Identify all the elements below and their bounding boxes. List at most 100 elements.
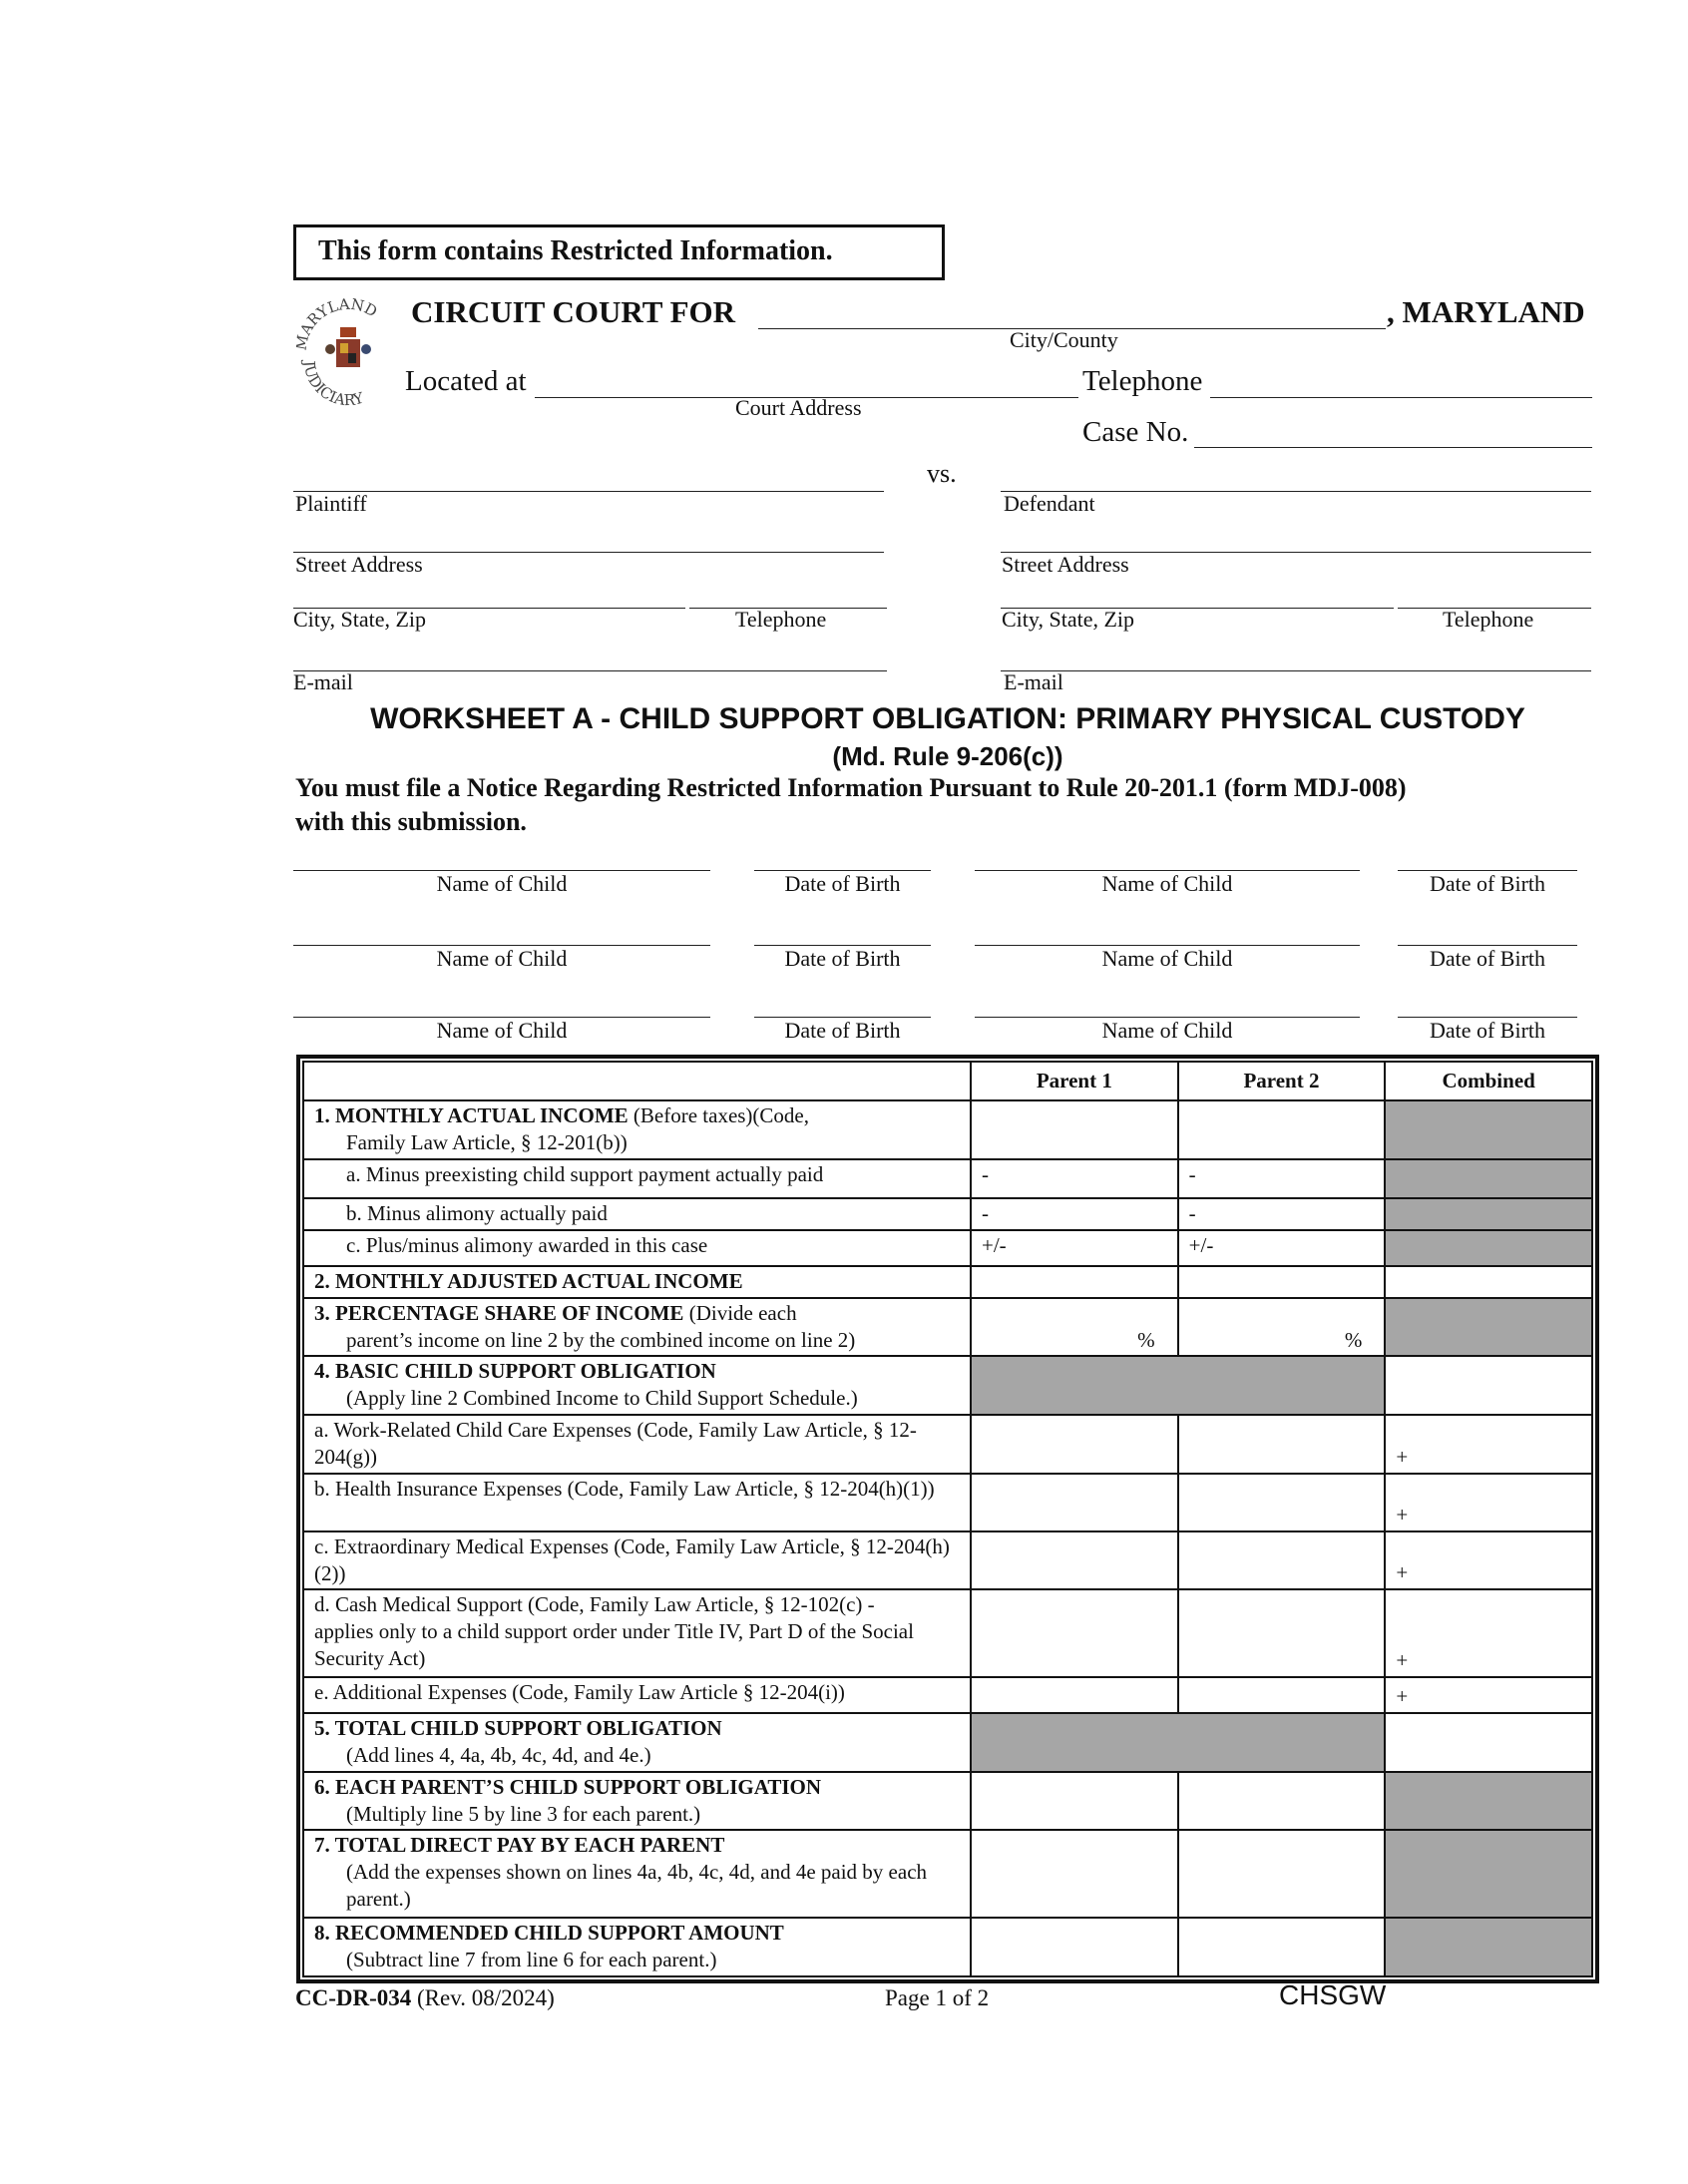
defendant-email-label: E-mail bbox=[1004, 669, 1063, 694]
combined-cell[interactable] bbox=[1384, 1265, 1593, 1299]
page-number: Page 1 of 2 bbox=[885, 1985, 990, 2010]
combined-shaded-cell bbox=[1384, 1158, 1593, 1199]
child-name-field[interactable] bbox=[975, 1017, 1360, 1018]
court-telephone-field[interactable] bbox=[1210, 397, 1592, 398]
maryland-label: , MARYLAND bbox=[1387, 294, 1585, 329]
child-dob-field[interactable] bbox=[754, 870, 931, 871]
combined-cell[interactable]: + bbox=[1384, 1414, 1593, 1475]
parent1-cell[interactable] bbox=[970, 1829, 1179, 1919]
defendant-street-field[interactable] bbox=[1001, 552, 1591, 553]
defendant-field[interactable] bbox=[1001, 491, 1591, 492]
court-telephone-label: Telephone bbox=[1082, 365, 1203, 397]
parent1-cell[interactable] bbox=[970, 1473, 1179, 1532]
row-label: 4. BASIC CHILD SUPPORT OBLIGATION (Apply … bbox=[302, 1355, 972, 1416]
parent1-cell[interactable] bbox=[970, 1771, 1179, 1831]
vs-label: vs. bbox=[927, 459, 957, 488]
court-address-field[interactable] bbox=[535, 397, 1078, 398]
parent1-cell[interactable] bbox=[970, 1676, 1179, 1714]
case-no-field[interactable] bbox=[1194, 447, 1592, 448]
plaintiff-label: Plaintiff bbox=[295, 491, 367, 516]
header-parent-2: Parent 2 bbox=[1176, 1061, 1387, 1101]
worksheet-rule: (Md. Rule 9-206(c)) bbox=[832, 741, 1063, 771]
parent1-cell[interactable] bbox=[970, 1917, 1179, 1977]
parent2-cell[interactable]: - bbox=[1176, 1158, 1387, 1199]
parent1-cell[interactable] bbox=[970, 1530, 1179, 1590]
city-county-field[interactable] bbox=[758, 328, 1386, 329]
child-dob-label: Date of Birth bbox=[784, 946, 901, 971]
row-label: 2. MONTHLY ADJUSTED ACTUAL INCOME bbox=[302, 1265, 972, 1299]
defendant-email-field[interactable] bbox=[1001, 670, 1591, 671]
parent2-cell[interactable] bbox=[1176, 1265, 1387, 1299]
combined-cell[interactable]: + bbox=[1384, 1676, 1593, 1714]
parent1-cell[interactable] bbox=[970, 1099, 1179, 1160]
parent1-cell[interactable]: +/- bbox=[970, 1229, 1179, 1267]
combined-shaded-cell bbox=[1384, 1197, 1593, 1231]
form-id: CC-DR-034 (Rev. 08/2024) bbox=[295, 1985, 555, 2010]
parent1-cell[interactable] bbox=[970, 1588, 1179, 1678]
plaintiff-email-label: E-mail bbox=[293, 669, 353, 694]
plaintiff-telephone-label: Telephone bbox=[735, 607, 827, 632]
combined-cell[interactable] bbox=[1384, 1355, 1593, 1416]
child-dob-label: Date of Birth bbox=[784, 871, 901, 896]
parent2-cell[interactable] bbox=[1176, 1473, 1387, 1532]
plaintiff-street-field[interactable] bbox=[293, 552, 884, 553]
row-4d: d. Cash Medical Support (Code, Family La… bbox=[302, 1588, 1593, 1678]
child-name-field[interactable] bbox=[975, 870, 1360, 871]
parents-shaded-cell bbox=[969, 1355, 1387, 1416]
parent2-cell[interactable]: - bbox=[1176, 1197, 1387, 1231]
row-label: b. Minus alimony actually paid bbox=[302, 1197, 972, 1231]
worksheet-title: WORKSHEET A - CHILD SUPPORT OBLIGATION: … bbox=[370, 702, 1525, 735]
child-dob-field[interactable] bbox=[1398, 945, 1577, 946]
combined-cell[interactable]: + bbox=[1384, 1588, 1593, 1678]
row-label: d. Cash Medical Support (Code, Family La… bbox=[302, 1588, 972, 1678]
child-dob-field[interactable] bbox=[1398, 1017, 1577, 1018]
child-name-field[interactable] bbox=[293, 945, 710, 946]
parent1-cell[interactable]: % bbox=[970, 1297, 1179, 1357]
combined-cell[interactable] bbox=[1384, 1712, 1593, 1773]
plaintiff-email-field[interactable] bbox=[293, 670, 887, 671]
parent1-cell[interactable]: - bbox=[970, 1197, 1179, 1231]
defendant-telephone-field[interactable] bbox=[1398, 608, 1591, 609]
parent1-cell[interactable] bbox=[970, 1265, 1179, 1299]
parent2-cell[interactable] bbox=[1176, 1530, 1387, 1590]
parent2-cell[interactable] bbox=[1176, 1917, 1387, 1977]
child-name-field[interactable] bbox=[975, 945, 1360, 946]
row-4-basic-obligation: 4. BASIC CHILD SUPPORT OBLIGATION (Apply … bbox=[302, 1355, 1593, 1416]
row-label: c. Plus/minus alimony awarded in this ca… bbox=[302, 1229, 972, 1267]
parent2-cell[interactable] bbox=[1176, 1099, 1387, 1160]
combined-cell[interactable]: + bbox=[1384, 1473, 1593, 1532]
child-dob-label: Date of Birth bbox=[784, 1018, 901, 1043]
parent2-cell[interactable] bbox=[1176, 1414, 1387, 1475]
row-label: a. Work-Related Child Care Expenses (Cod… bbox=[302, 1414, 972, 1475]
worksheet-table: Parent 1 Parent 2 Combined 1. MONTHLY AC… bbox=[296, 1055, 1599, 1983]
child-name-label: Name of Child bbox=[1101, 946, 1233, 971]
child-name-field[interactable] bbox=[293, 870, 710, 871]
notice-line-1: You must file a Notice Regarding Restric… bbox=[295, 773, 1407, 802]
child-dob-field[interactable] bbox=[1398, 870, 1577, 871]
parent1-cell[interactable] bbox=[970, 1414, 1179, 1475]
parent1-cell[interactable]: - bbox=[970, 1158, 1179, 1199]
case-no-label: Case No. bbox=[1082, 416, 1189, 448]
child-name-field[interactable] bbox=[293, 1017, 710, 1018]
parent2-cell[interactable] bbox=[1176, 1771, 1387, 1831]
parent2-cell[interactable]: +/- bbox=[1176, 1229, 1387, 1267]
row-4e: e. Additional Expenses (Code, Family Law… bbox=[302, 1676, 1593, 1714]
parent2-cell[interactable] bbox=[1176, 1676, 1387, 1714]
defendant-label: Defendant bbox=[1004, 491, 1095, 516]
located-at-label: Located at bbox=[405, 365, 527, 397]
child-dob-label: Date of Birth bbox=[1429, 946, 1546, 971]
parent2-cell[interactable] bbox=[1176, 1829, 1387, 1919]
row-8-recommended-amount: 8. RECOMMENDED CHILD SUPPORT AMOUNT (Subt… bbox=[302, 1917, 1593, 1977]
row-1b: b. Minus alimony actually paid -- bbox=[302, 1197, 1593, 1231]
defendant-city-field[interactable] bbox=[1001, 608, 1394, 609]
parent2-cell[interactable]: % bbox=[1176, 1297, 1387, 1357]
form-code: CHSGW bbox=[1279, 1979, 1387, 2010]
child-dob-field[interactable] bbox=[754, 945, 931, 946]
combined-cell[interactable]: + bbox=[1384, 1530, 1593, 1590]
parent2-cell[interactable] bbox=[1176, 1588, 1387, 1678]
plaintiff-city-field[interactable] bbox=[293, 608, 685, 609]
child-dob-field[interactable] bbox=[754, 1017, 931, 1018]
row-4c: c. Extraordinary Medical Expenses (Code,… bbox=[302, 1530, 1593, 1590]
plaintiff-telephone-field[interactable] bbox=[689, 608, 887, 609]
plaintiff-field[interactable] bbox=[293, 491, 884, 492]
